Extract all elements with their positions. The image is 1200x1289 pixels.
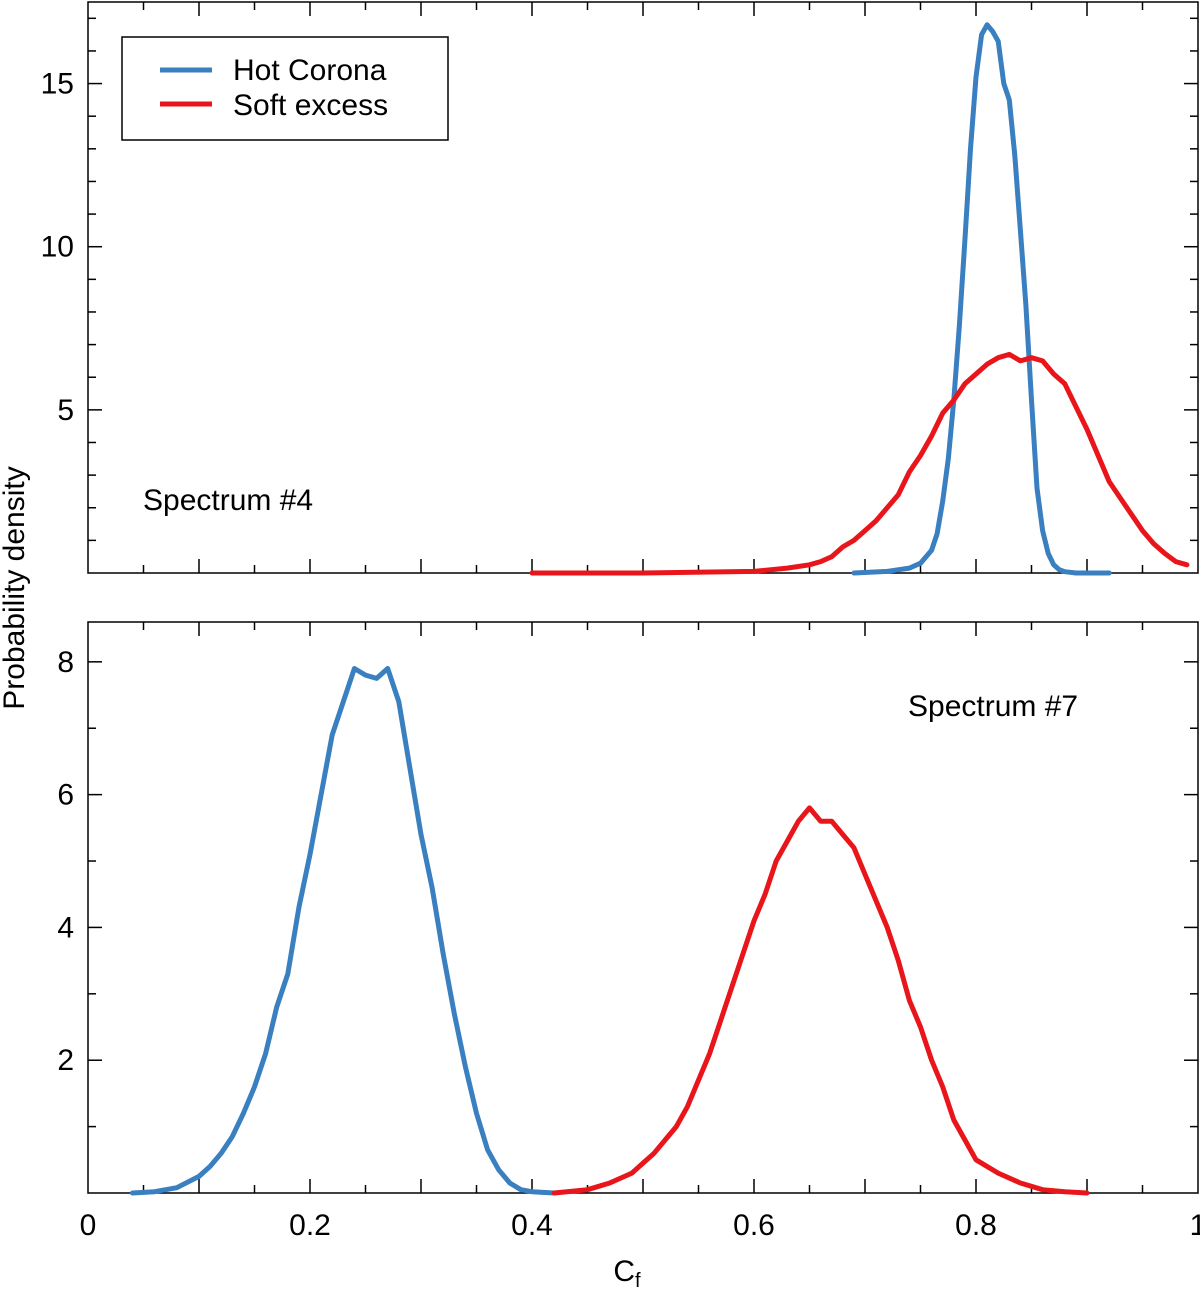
x-tick-label: 0.2 xyxy=(289,1209,331,1242)
axis-ticks-top: 5 10 15 xyxy=(41,2,1198,573)
legend: Hot Corona Soft excess xyxy=(121,36,449,141)
x-tick-label: 0.4 xyxy=(511,1209,553,1242)
y-tick-label: 2 xyxy=(57,1044,74,1077)
series-group-top xyxy=(529,22,1190,576)
axis-ticks-bottom: 0 0.2 0.4 0.6 0.8 1 2 4 6 8 xyxy=(57,622,1200,1242)
legend-box xyxy=(121,36,449,141)
annotation-spectrum-7: Spectrum #7 xyxy=(908,690,1078,723)
y-tick-label: 10 xyxy=(41,231,74,264)
y-tick-label: 15 xyxy=(41,68,74,101)
x-tick-label: 1 xyxy=(1190,1209,1200,1242)
series-group-bottom xyxy=(129,666,1090,1196)
y-tick-label: 6 xyxy=(57,779,74,812)
series-line-hot-corona-spectrum-7 xyxy=(129,666,557,1196)
annotation-spectrum-4: Spectrum #4 xyxy=(143,484,313,517)
y-axis-label: Probability density xyxy=(0,466,31,709)
x-axis-label-main: C xyxy=(613,1255,635,1288)
panel-spectrum-7: 0 0.2 0.4 0.6 0.8 1 2 4 6 8 Spectrum #7 xyxy=(57,621,1200,1242)
y-tick-label: 4 xyxy=(57,911,74,944)
legend-label-soft-excess: Soft excess xyxy=(233,89,388,122)
x-tick-label: 0 xyxy=(80,1209,97,1242)
x-tick-label: 0.6 xyxy=(733,1209,775,1242)
series-line-soft-excess-spectrum-7 xyxy=(551,805,1090,1196)
x-axis-label: Cf xyxy=(613,1255,641,1289)
series-line-soft-excess-spectrum-4 xyxy=(529,351,1190,576)
y-tick-label: 5 xyxy=(57,394,74,427)
x-axis-label-subscript: f xyxy=(635,1270,641,1289)
legend-label-hot-corona: Hot Corona xyxy=(233,54,387,87)
y-tick-label: 8 xyxy=(57,646,74,679)
series-line-hot-corona-spectrum-4 xyxy=(851,22,1112,576)
x-tick-label: 0.8 xyxy=(955,1209,997,1242)
panel-spectrum-4: 5 10 15 Spectrum #4 Hot Corona Soft excess xyxy=(41,1,1199,576)
